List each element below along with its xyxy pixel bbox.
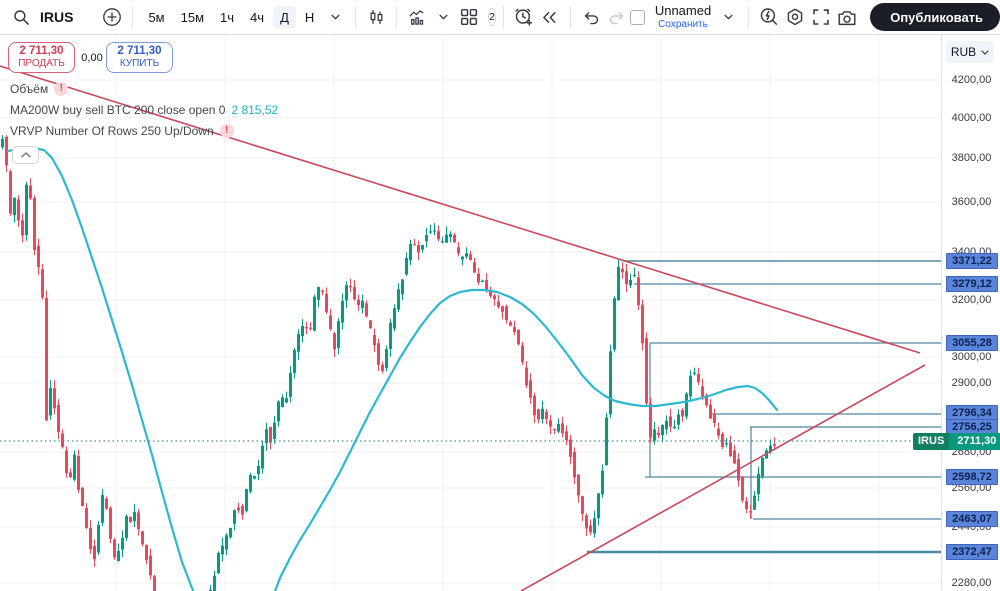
buy-price: 2 711,30	[117, 45, 162, 57]
axis-tick: 4000,00	[951, 112, 992, 124]
chart-main: 2 711,30 ПРОДАТЬ 0,00 2 711,30 КУПИТЬ Об…	[0, 35, 1000, 591]
timeframe-Д[interactable]: Д	[273, 5, 296, 29]
layout-grid-icon[interactable]	[456, 4, 482, 30]
layout-checkbox[interactable]	[629, 9, 645, 25]
indicators-icon[interactable]	[404, 4, 430, 30]
redo-icon[interactable]	[604, 4, 630, 30]
price-axis[interactable]: 4200,00 4000,00 3800,00 3600,00 3400,00 3200,…	[941, 35, 1000, 591]
price-level-label[interactable]: 2372,47	[946, 544, 998, 560]
axis-tick: 3200,00	[951, 294, 992, 306]
volume-warning-icon[interactable]: !	[54, 81, 69, 96]
publish-button[interactable]: Опубликовать	[870, 3, 1000, 31]
price-level-label[interactable]: 2463,07	[946, 511, 998, 527]
ma200w-value: 2 815,52	[231, 102, 279, 117]
price-level-label[interactable]: 2756,25	[946, 419, 998, 435]
search-icon[interactable]	[8, 4, 34, 30]
toolbar-divider	[355, 6, 357, 28]
vrvp-warning-icon[interactable]: !	[219, 123, 234, 138]
undo-icon[interactable]	[578, 4, 604, 30]
buy-button[interactable]: 2 711,30 КУПИТЬ	[106, 42, 173, 73]
legend-collapse-button[interactable]	[12, 146, 39, 164]
sell-price: 2 711,30	[19, 45, 64, 57]
timeframe-5м[interactable]: 5м	[148, 9, 165, 25]
alert-add-icon[interactable]	[511, 4, 537, 30]
buy-label: КУПИТЬ	[119, 58, 160, 70]
axis-tick: 2560,00	[951, 482, 992, 494]
price-level-label[interactable]: 2598,72	[946, 469, 998, 485]
timeframe-group: 5м 15м 1ч 4ч Д Н	[140, 5, 322, 29]
legend-volume[interactable]: Объём !	[10, 81, 69, 96]
save-layout-link[interactable]: Сохранить	[658, 18, 708, 30]
axis-tick: 3800,00	[951, 152, 992, 164]
timeframe-Н[interactable]: Н	[304, 9, 315, 25]
price-level-label[interactable]: 2796,34	[946, 405, 998, 421]
sell-button[interactable]: 2 711,30 ПРОДАТЬ	[8, 42, 75, 73]
ma200w-label: MA200W buy sell BTC 200 close open 0	[10, 102, 226, 117]
timeframe-4ч[interactable]: 4ч	[250, 9, 265, 25]
sell-label: ПРОДАТЬ	[18, 58, 65, 70]
price-level-label[interactable]: 3055,28	[946, 335, 998, 351]
settings-gear-icon[interactable]	[782, 4, 808, 30]
price-level-label[interactable]: 3371,22	[946, 253, 998, 269]
price-level-label[interactable]: 3279,12	[946, 276, 998, 292]
toolbar-divider	[132, 6, 134, 28]
current-price-symbol: IRUS	[913, 433, 950, 450]
legend-vrvp[interactable]: VRVP Number Of Rows 250 Up/Down !	[10, 123, 234, 138]
bar-replay-icon[interactable]	[537, 4, 563, 30]
snapshot-camera-icon[interactable]	[834, 4, 860, 30]
layout-chevron-down-icon[interactable]	[715, 4, 741, 30]
indicators-chevron-down-icon[interactable]	[430, 4, 456, 30]
currency-chevron-down-icon	[981, 49, 989, 55]
currency-selector[interactable]: RUB	[946, 41, 994, 63]
axis-tick: 3600,00	[951, 196, 992, 208]
axis-tick: 2900,00	[951, 377, 992, 389]
current-price-value: 2711,30	[949, 433, 1000, 450]
fullscreen-icon[interactable]	[808, 4, 834, 30]
compare-add-icon[interactable]	[99, 4, 125, 30]
toolbar-divider	[748, 6, 750, 28]
toolbar-divider	[569, 6, 571, 28]
layout-name: Unnamed	[654, 3, 712, 19]
currency-label: RUB	[950, 45, 977, 59]
timeframe-15м[interactable]: 15м	[180, 9, 205, 25]
layout-menu[interactable]: Unnamed Сохранить	[654, 3, 712, 30]
axis-tick: 4200,00	[951, 74, 992, 86]
spread-value: 0,00	[81, 52, 103, 64]
top-toolbar: IRUS 5м 15м 1ч 4ч Д Н 2 Unnamed Сохранить	[0, 0, 1000, 35]
symbol-name[interactable]: IRUS	[40, 9, 74, 25]
axis-tick: 2280,00	[951, 577, 992, 589]
chart-canvas[interactable]	[0, 35, 941, 591]
toolbar-divider	[502, 6, 504, 28]
volume-label: Объём	[10, 81, 49, 96]
toolbar-divider	[396, 6, 398, 28]
vrvp-label: VRVP Number Of Rows 250 Up/Down	[10, 123, 214, 138]
timeframe-chevron-down-icon[interactable]	[322, 4, 348, 30]
legend-ma200w[interactable]: MA200W buy sell BTC 200 close open 0 2 8…	[10, 102, 278, 117]
layout-count-badge[interactable]: 2	[488, 8, 496, 26]
axis-tick: 3000,00	[951, 351, 992, 363]
chart-style-candles-icon[interactable]	[363, 4, 389, 30]
timeframe-1ч[interactable]: 1ч	[220, 9, 235, 25]
quick-search-icon[interactable]	[756, 4, 782, 30]
current-price-label[interactable]: IRUS 2711,30	[913, 433, 1000, 450]
